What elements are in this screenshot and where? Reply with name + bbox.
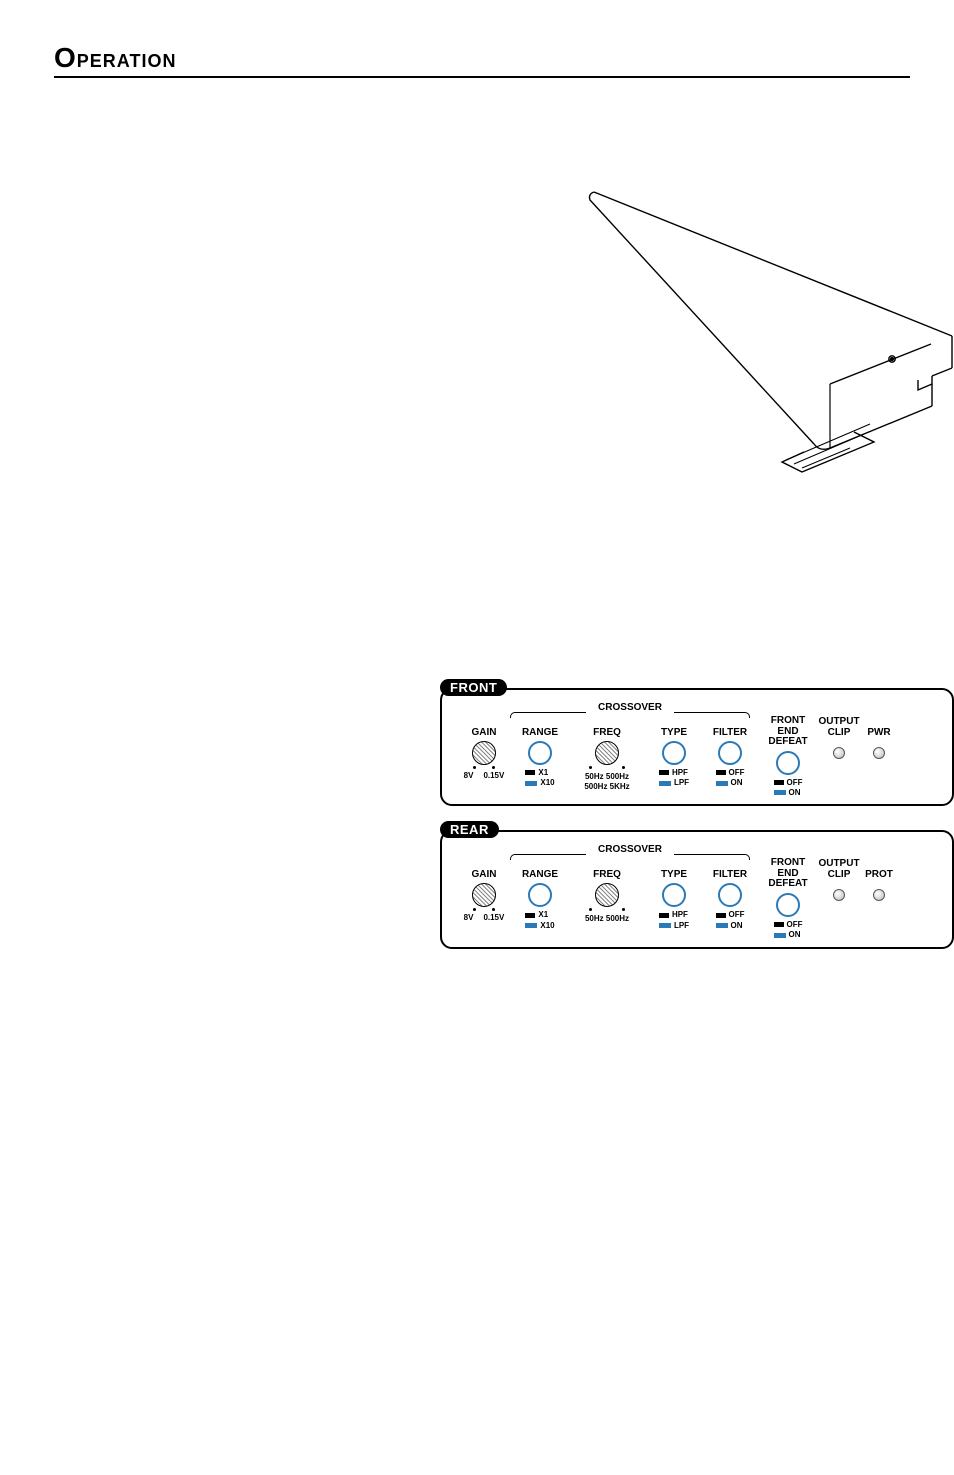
type-control: TYPE HPF LPF	[646, 858, 702, 931]
range-knob[interactable]	[528, 883, 552, 907]
gain-knob[interactable]	[472, 741, 496, 765]
crossover-bracket: CROSSOVER	[510, 698, 750, 714]
gain-knob[interactable]	[472, 883, 496, 907]
pwr-led: PWR	[860, 716, 898, 759]
title-rest: PERATION	[77, 51, 177, 71]
crossover-bracket: CROSSOVER	[510, 840, 750, 856]
title-first-letter: O	[54, 42, 77, 73]
front-panel-title: FRONT	[440, 679, 507, 696]
defeat-control: FRONT END DEFEAT OFF ON	[758, 716, 818, 798]
defeat-knob[interactable]	[776, 893, 800, 917]
clip-led-icon	[833, 889, 845, 901]
rear-panel-title: REAR	[440, 821, 499, 838]
rear-panel: REAR CROSSOVER GAIN 8V0.15V RANGE X1 X10	[440, 830, 954, 948]
freq-control: FREQ 50Hz 500Hz 500Hz 5KHz	[568, 716, 646, 793]
output-clip-led: OUTPUT CLIP	[818, 858, 860, 901]
type-control: TYPE HPF LPF	[646, 716, 702, 789]
clip-led-icon	[833, 747, 845, 759]
pwr-led-icon	[873, 747, 885, 759]
gain-control: GAIN 8V0.15V	[456, 716, 512, 780]
defeat-knob[interactable]	[776, 751, 800, 775]
range-knob[interactable]	[528, 741, 552, 765]
filter-control: FILTER OFF ON	[702, 858, 758, 931]
range-control: RANGE X1 X10	[512, 716, 568, 789]
prot-led: PROT	[860, 858, 898, 901]
freq-knob[interactable]	[595, 741, 619, 765]
freq-control: FREQ 50Hz 500Hz	[568, 858, 646, 924]
type-knob[interactable]	[662, 741, 686, 765]
output-clip-led: OUTPUT CLIP	[818, 716, 860, 759]
front-panel: FRONT CROSSOVER GAIN 8V0.15V RANGE X1 X1…	[440, 688, 954, 806]
defeat-control: FRONT END DEFEAT OFF ON	[758, 858, 818, 940]
freq-knob[interactable]	[595, 883, 619, 907]
range-control: RANGE X1 X10	[512, 858, 568, 931]
device-perspective-illustration	[534, 184, 954, 474]
prot-led-icon	[873, 889, 885, 901]
type-knob[interactable]	[662, 883, 686, 907]
filter-knob[interactable]	[718, 741, 742, 765]
section-title: OPERATION	[54, 42, 910, 78]
gain-control: GAIN 8V0.15V	[456, 858, 512, 922]
filter-control: FILTER OFF ON	[702, 716, 758, 789]
filter-knob[interactable]	[718, 883, 742, 907]
control-panels: FRONT CROSSOVER GAIN 8V0.15V RANGE X1 X1…	[440, 688, 954, 973]
